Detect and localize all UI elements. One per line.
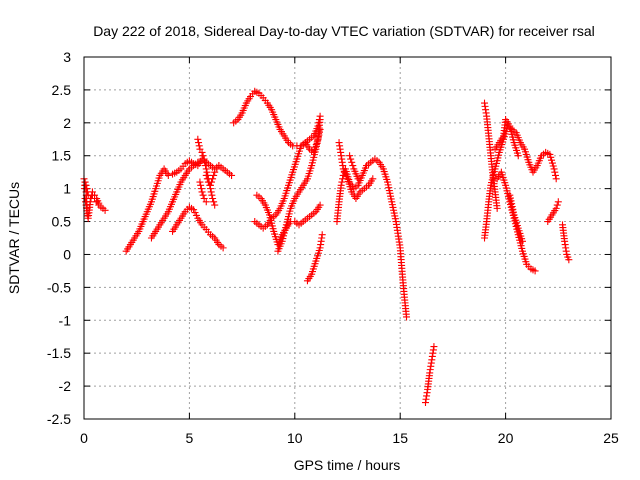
data-point bbox=[518, 237, 526, 245]
data-point bbox=[316, 116, 324, 124]
plot-frame bbox=[83, 56, 612, 420]
data-point bbox=[208, 178, 216, 186]
y-tick-label: -2 bbox=[59, 378, 72, 394]
data-point bbox=[198, 188, 206, 196]
data-point bbox=[199, 152, 207, 160]
data-point bbox=[198, 148, 206, 156]
y-tick-label: 2.5 bbox=[52, 82, 72, 98]
data-point bbox=[493, 204, 501, 212]
data-point bbox=[201, 158, 209, 166]
data-point bbox=[430, 343, 438, 351]
y-tick-label: 0 bbox=[63, 246, 71, 262]
data-point bbox=[209, 175, 217, 183]
data-point bbox=[347, 155, 355, 163]
data-point bbox=[200, 155, 208, 163]
y-tick-label: 2 bbox=[63, 115, 71, 131]
data-point bbox=[369, 175, 377, 183]
data-point bbox=[83, 204, 91, 212]
data-point bbox=[199, 191, 207, 199]
data-point bbox=[209, 195, 217, 203]
data-point bbox=[164, 171, 172, 179]
data-point bbox=[551, 171, 559, 179]
data-point bbox=[346, 152, 354, 160]
x-tick-label: 5 bbox=[186, 430, 194, 446]
data-point bbox=[565, 256, 573, 264]
x-tick-label: 15 bbox=[392, 430, 408, 446]
data-point bbox=[208, 191, 216, 199]
chart-ticks: -2.5 -2 -1.5 -1 -0.5 0 0.5 1 1.5 2 2.5 3 0 5 10 15 20 25 bbox=[47, 49, 619, 446]
data-point bbox=[194, 158, 202, 166]
data-point bbox=[101, 206, 109, 214]
data-point bbox=[546, 150, 554, 158]
y-tick-label: 1.5 bbox=[52, 148, 72, 164]
data-point bbox=[553, 201, 561, 209]
x-tick-label: 0 bbox=[80, 430, 88, 446]
data-point bbox=[202, 198, 210, 206]
data-point bbox=[337, 181, 345, 189]
data-point bbox=[206, 181, 214, 189]
chart-marks bbox=[80, 87, 573, 407]
data-point bbox=[219, 244, 227, 252]
y-tick-label: -1.5 bbox=[47, 345, 71, 361]
y-tick-label: -2.5 bbox=[47, 411, 71, 427]
data-point bbox=[202, 165, 210, 173]
data-point bbox=[548, 156, 556, 164]
data-point bbox=[547, 153, 555, 161]
data-point bbox=[551, 168, 559, 176]
data-point bbox=[514, 152, 522, 160]
y-tick-label: 1 bbox=[63, 181, 71, 197]
data-point bbox=[211, 201, 219, 209]
data-point bbox=[194, 135, 202, 143]
y-tick-label: -1 bbox=[59, 312, 72, 328]
data-point bbox=[338, 178, 346, 186]
data-point bbox=[554, 198, 562, 206]
chart-title: Day 222 of 2018, Sidereal Day-to-day VTE… bbox=[93, 23, 595, 39]
y-tick-label: -0.5 bbox=[47, 279, 71, 295]
data-point bbox=[348, 158, 356, 166]
data-point bbox=[202, 162, 210, 170]
x-tick-label: 25 bbox=[603, 430, 619, 446]
data-point bbox=[316, 201, 324, 209]
y-tick-label: 0.5 bbox=[52, 214, 72, 230]
data-point bbox=[552, 204, 560, 212]
data-point bbox=[195, 139, 203, 147]
data-point bbox=[195, 142, 203, 150]
data-point bbox=[316, 125, 324, 133]
data-point bbox=[228, 171, 236, 179]
data-point bbox=[197, 181, 205, 189]
data-point bbox=[210, 171, 218, 179]
data-point bbox=[549, 162, 557, 170]
data-point bbox=[318, 231, 326, 239]
data-point bbox=[202, 171, 210, 179]
data-point bbox=[550, 165, 558, 173]
data-point bbox=[531, 267, 539, 275]
data-point bbox=[349, 162, 357, 170]
data-point bbox=[197, 185, 205, 193]
y-axis-label: SDTVAR / TECUs bbox=[6, 182, 22, 294]
x-tick-label: 10 bbox=[287, 430, 303, 446]
chart-grid bbox=[84, 57, 611, 419]
data-point bbox=[210, 198, 218, 206]
data-point bbox=[548, 159, 556, 167]
data-point bbox=[207, 188, 215, 196]
x-axis-label: GPS time / hours bbox=[294, 457, 401, 473]
data-point bbox=[354, 175, 362, 183]
data-point bbox=[215, 162, 223, 170]
y-tick-label: 3 bbox=[63, 49, 71, 65]
data-point bbox=[203, 168, 211, 176]
data-point bbox=[95, 199, 103, 207]
data-point bbox=[196, 178, 204, 186]
data-point bbox=[552, 175, 560, 183]
x-tick-label: 20 bbox=[498, 430, 514, 446]
data-point bbox=[403, 313, 411, 321]
